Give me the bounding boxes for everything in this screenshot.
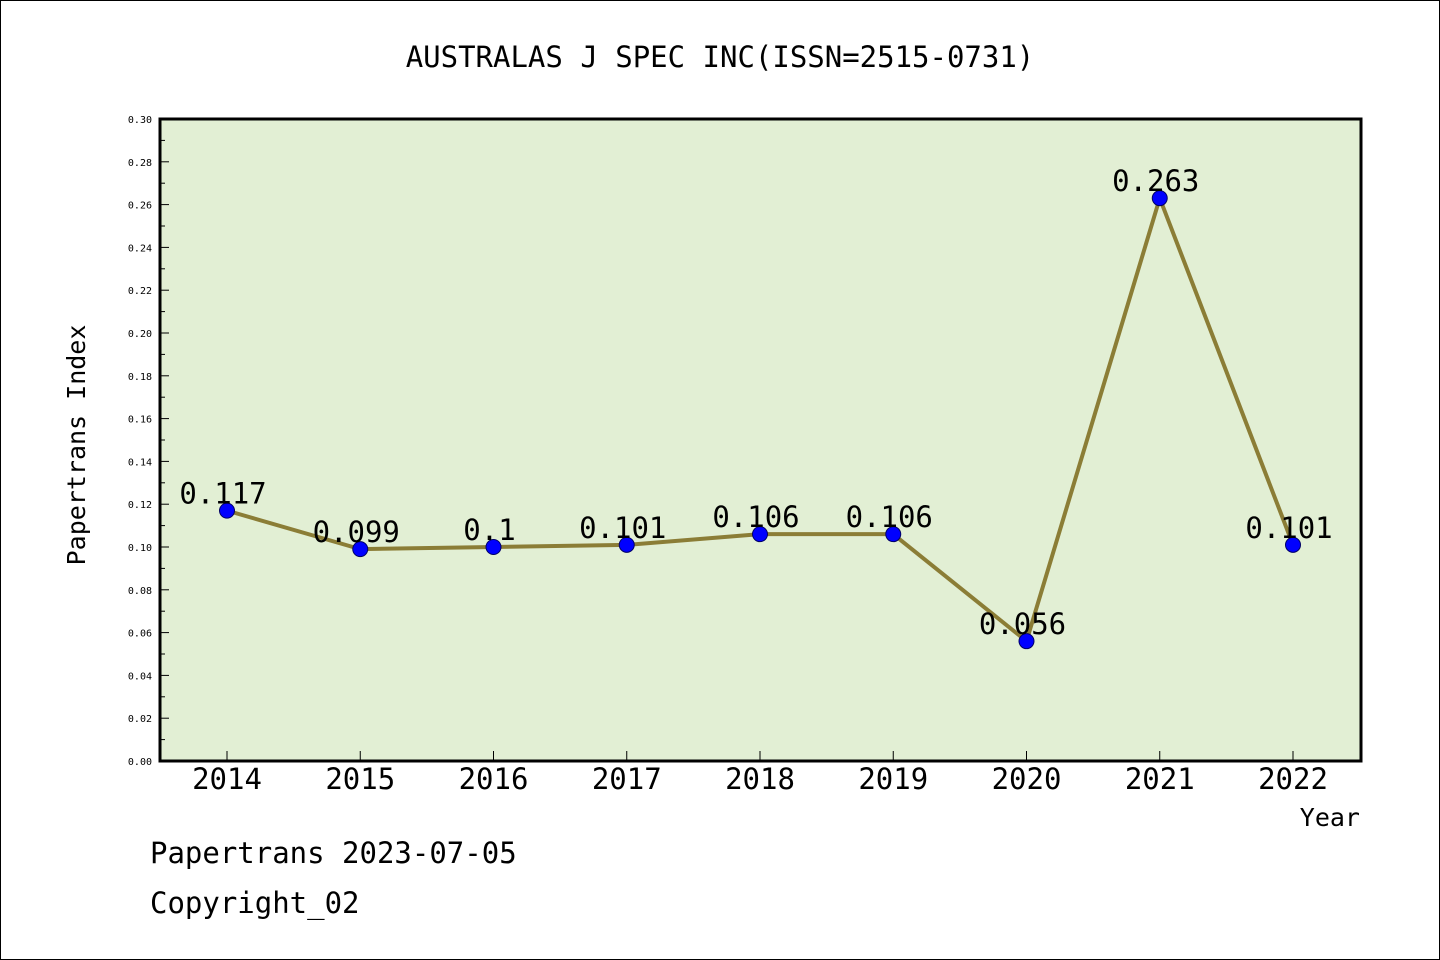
x-tick-label: 2020 — [992, 762, 1062, 796]
y-tick-label: 0.06 — [128, 629, 152, 640]
x-tick-label: 2019 — [858, 762, 928, 796]
data-label: 0.056 — [979, 607, 1066, 641]
y-tick-label: 0.12 — [128, 500, 152, 511]
x-axis: 2014 2015 2016 2017 2018 2019 2020 2021 2022 — [192, 751, 1328, 796]
data-label: 0.1 — [463, 513, 515, 547]
data-point — [1018, 633, 1035, 650]
y-tick-label: 0.08 — [128, 586, 152, 597]
y-tick-label: 0.14 — [128, 457, 152, 468]
y-tick-label: 0.26 — [128, 201, 152, 212]
y-tick-label: 0.30 — [128, 115, 152, 126]
series-layer: 0.117 0.099 0.1 0.101 0.106 0.106 0.056 0.263 0.… — [179, 164, 1333, 650]
y-tick-label: 0.28 — [128, 158, 152, 169]
y-axis: 0.00 0.02 0.04 0.06 0.08 0.10 0.12 0.14 0.16 0.18… — [128, 115, 169, 768]
x-tick-label: 2021 — [1125, 762, 1195, 796]
data-label: 0.101 — [579, 511, 666, 545]
y-tick-label: 0.18 — [128, 372, 152, 383]
data-point — [885, 526, 902, 543]
data-point — [618, 536, 635, 553]
y-tick-label: 0.16 — [128, 415, 152, 426]
chart-title: AUSTRALAS J SPEC INC(ISSN=2515-0731) — [406, 40, 1035, 74]
x-tick-label: 2022 — [1258, 762, 1328, 796]
y-tick-label: 0.10 — [128, 543, 152, 554]
x-tick-label: 2015 — [325, 762, 395, 796]
data-point — [1151, 190, 1168, 207]
plot-area — [158, 117, 1363, 763]
data-point — [485, 539, 502, 555]
x-tick-label: 2016 — [459, 762, 529, 796]
y-tick-label: 0.02 — [128, 714, 152, 725]
y-tick-label: 0.00 — [128, 757, 152, 768]
x-tick-label: 2014 — [192, 762, 262, 796]
footer-copyright: Copyright_02 — [150, 886, 360, 920]
y-axis-label: Papertrans Index — [62, 325, 91, 566]
x-axis-label: Year — [1300, 803, 1360, 832]
data-label: 0.106 — [712, 500, 799, 534]
data-point — [1285, 536, 1301, 553]
x-tick-label: 2018 — [725, 762, 795, 796]
data-label: 0.106 — [846, 500, 933, 534]
data-label: 0.263 — [1112, 164, 1199, 198]
y-tick-label: 0.04 — [128, 671, 152, 682]
data-label: 0.099 — [313, 515, 400, 549]
data-point — [752, 526, 768, 543]
data-point — [219, 502, 235, 519]
y-tick-label: 0.22 — [128, 286, 152, 297]
footer-date: Papertrans 2023-07-05 — [150, 836, 517, 870]
data-label: 0.101 — [1245, 511, 1332, 545]
x-tick-label: 2017 — [592, 762, 662, 796]
y-tick-label: 0.20 — [128, 329, 152, 340]
data-point — [352, 541, 369, 558]
y-tick-label: 0.24 — [128, 243, 152, 254]
data-label: 0.117 — [179, 477, 266, 511]
